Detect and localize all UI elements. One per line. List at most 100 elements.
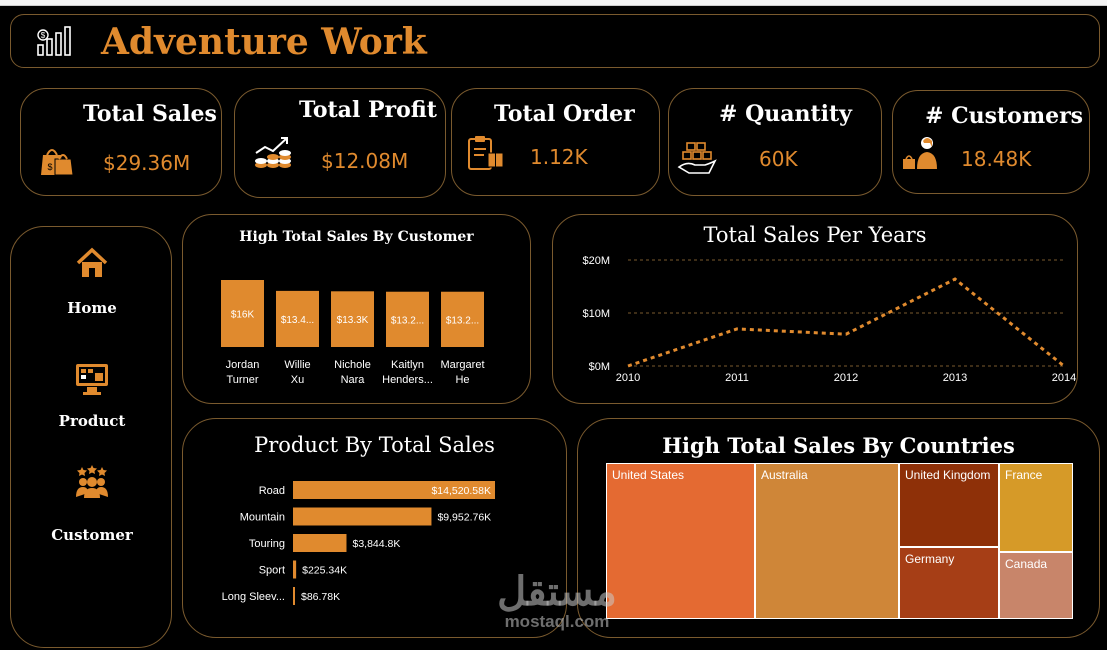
page-title: Adventure Work [101,21,427,63]
treemap-tile: United Kingdom [899,463,999,547]
treemap-tile: Canada [999,552,1073,619]
boxes-hand-icon [677,142,717,174]
profit-growth-icon [255,137,291,168]
bar [386,291,429,347]
treemap-label: Canada [1005,557,1048,571]
category-label: Nichole [334,359,371,371]
chart-title: Total Sales Per Years [703,223,927,247]
home-icon[interactable] [74,245,110,281]
y-tick-label: $10M [582,308,610,320]
kpi-card-total-profit: Total Profit $12.08M [234,88,446,198]
chart-card-product-sales: Product By Total Sales Road $14,520.58K Mo… [182,418,567,638]
y-tick-label: $20M [582,255,610,267]
watermark-arabic: مستقل [497,570,617,614]
treemap-label: United States [612,468,685,482]
x-tick-label: 2014 [1052,372,1076,384]
side-navigation: Home Product Customer [10,226,172,648]
x-tick-label: 2010 [616,372,640,384]
countries-treemap: United States Australia United Kingdom Germ… [606,463,1073,619]
x-tick-label: 2011 [725,372,749,384]
nav-item-product[interactable]: Product [58,412,126,430]
bar [221,280,264,347]
kpi-title: Total Sales [83,101,217,127]
bar [293,534,347,552]
product-monitor-icon[interactable] [74,361,110,397]
kpi-value: 60K [759,147,798,171]
category-label: Willie [284,359,310,371]
treemap-label: United Kingdom [905,468,991,482]
kpi-card-total-sales: Total Sales $ $29.36M [20,88,222,196]
data-label: $16K [231,310,255,321]
product-sales-bar-chart: Road $14,520.58K Mountain $9,952.76K Touring… [222,481,495,605]
category-label: Nara [341,374,366,386]
customer-person-icon [903,137,937,169]
kpi-title: # Quantity [719,101,852,127]
data-label: $14,520.58K [431,485,491,497]
order-clipboard-icon [468,136,504,170]
bar [293,481,495,499]
x-tick-label: 2013 [943,372,967,384]
dashboard-logo-icon: $ [37,26,71,56]
svg-text:$: $ [47,162,52,172]
category-label: Kaitlyn [391,359,424,371]
kpi-title: Total Order [494,101,635,127]
customer-sales-bar-chart: $16K Jordan Turner $13.4... Willie Xu $13.3K Ni… [221,280,485,386]
data-label: $13.4... [281,315,314,326]
kpi-title: Total Profit [299,97,437,123]
kpi-title: # Customers [925,103,1084,129]
kpi-card-customers: # Customers 18.48K [892,90,1090,194]
data-label: $225.34K [302,565,347,577]
category-label: Sport [259,565,285,577]
bar [441,291,484,347]
category-label: Long Sleev... [222,591,285,603]
category-label: Turner [227,374,259,386]
chart-card-customer-sales: High Total Sales By Customer $16K Jordan T… [182,214,531,404]
ribbon-strip [0,0,1107,6]
kpi-card-quantity: # Quantity 60K [668,88,882,196]
category-label: He [455,374,469,386]
shopping-bags-icon: $ [41,149,74,176]
kpi-value: $12.08M [321,149,409,173]
nav-item-home[interactable]: Home [67,299,117,317]
treemap-tile: Australia [755,463,899,619]
treemap-label: France [1005,468,1043,482]
kpi-value: 18.48K [961,147,1032,171]
nav-item-customer[interactable]: Customer [51,526,133,544]
category-label: Henders... [382,374,433,386]
category-label: Margaret [440,359,484,371]
treemap-label: Australia [761,468,808,482]
data-label: $3,844.8K [352,538,400,550]
treemap-tile: Germany [899,547,999,619]
category-label: Road [259,485,285,497]
bar [331,291,374,347]
kpi-value: $29.36M [103,151,191,175]
data-label: $13.2... [391,315,424,326]
header-bar: $ Adventure Work [10,14,1100,68]
customer-group-icon[interactable] [74,465,110,501]
sales-per-year-line-chart: $0M $10M $20M 2010 2011 2012 2013 2014 [582,255,1076,384]
data-label: $9,952.76K [437,512,491,524]
data-label: $86.78K [301,591,340,603]
x-tick-label: 2012 [834,372,858,384]
data-label: $13.2... [446,315,479,326]
series-line [627,277,1065,368]
treemap-tile: France [999,463,1073,552]
kpi-card-total-order: Total Order 1.12K [451,88,660,196]
category-label: Mountain [240,512,285,524]
chart-card-sales-per-year: Total Sales Per Years $0M $10M $20M 2010 201… [552,214,1078,404]
watermark-latin: mostaql.com [504,612,610,631]
chart-card-countries: High Total Sales By Countries United Sta… [577,418,1100,638]
bar [293,587,295,605]
treemap-label: Germany [905,552,955,566]
svg-text:$: $ [41,31,46,40]
bar [276,290,319,347]
watermark: مستقل mostaql.com [487,572,627,632]
bar [293,560,297,579]
category-label: Jordan [226,359,260,371]
data-label: $13.3K [337,315,369,326]
y-tick-label: $0M [589,361,610,373]
kpi-value: 1.12K [530,145,588,169]
treemap-tile: United States [606,463,755,619]
category-label: Xu [291,374,304,386]
chart-title: Product By Total Sales [254,433,495,457]
